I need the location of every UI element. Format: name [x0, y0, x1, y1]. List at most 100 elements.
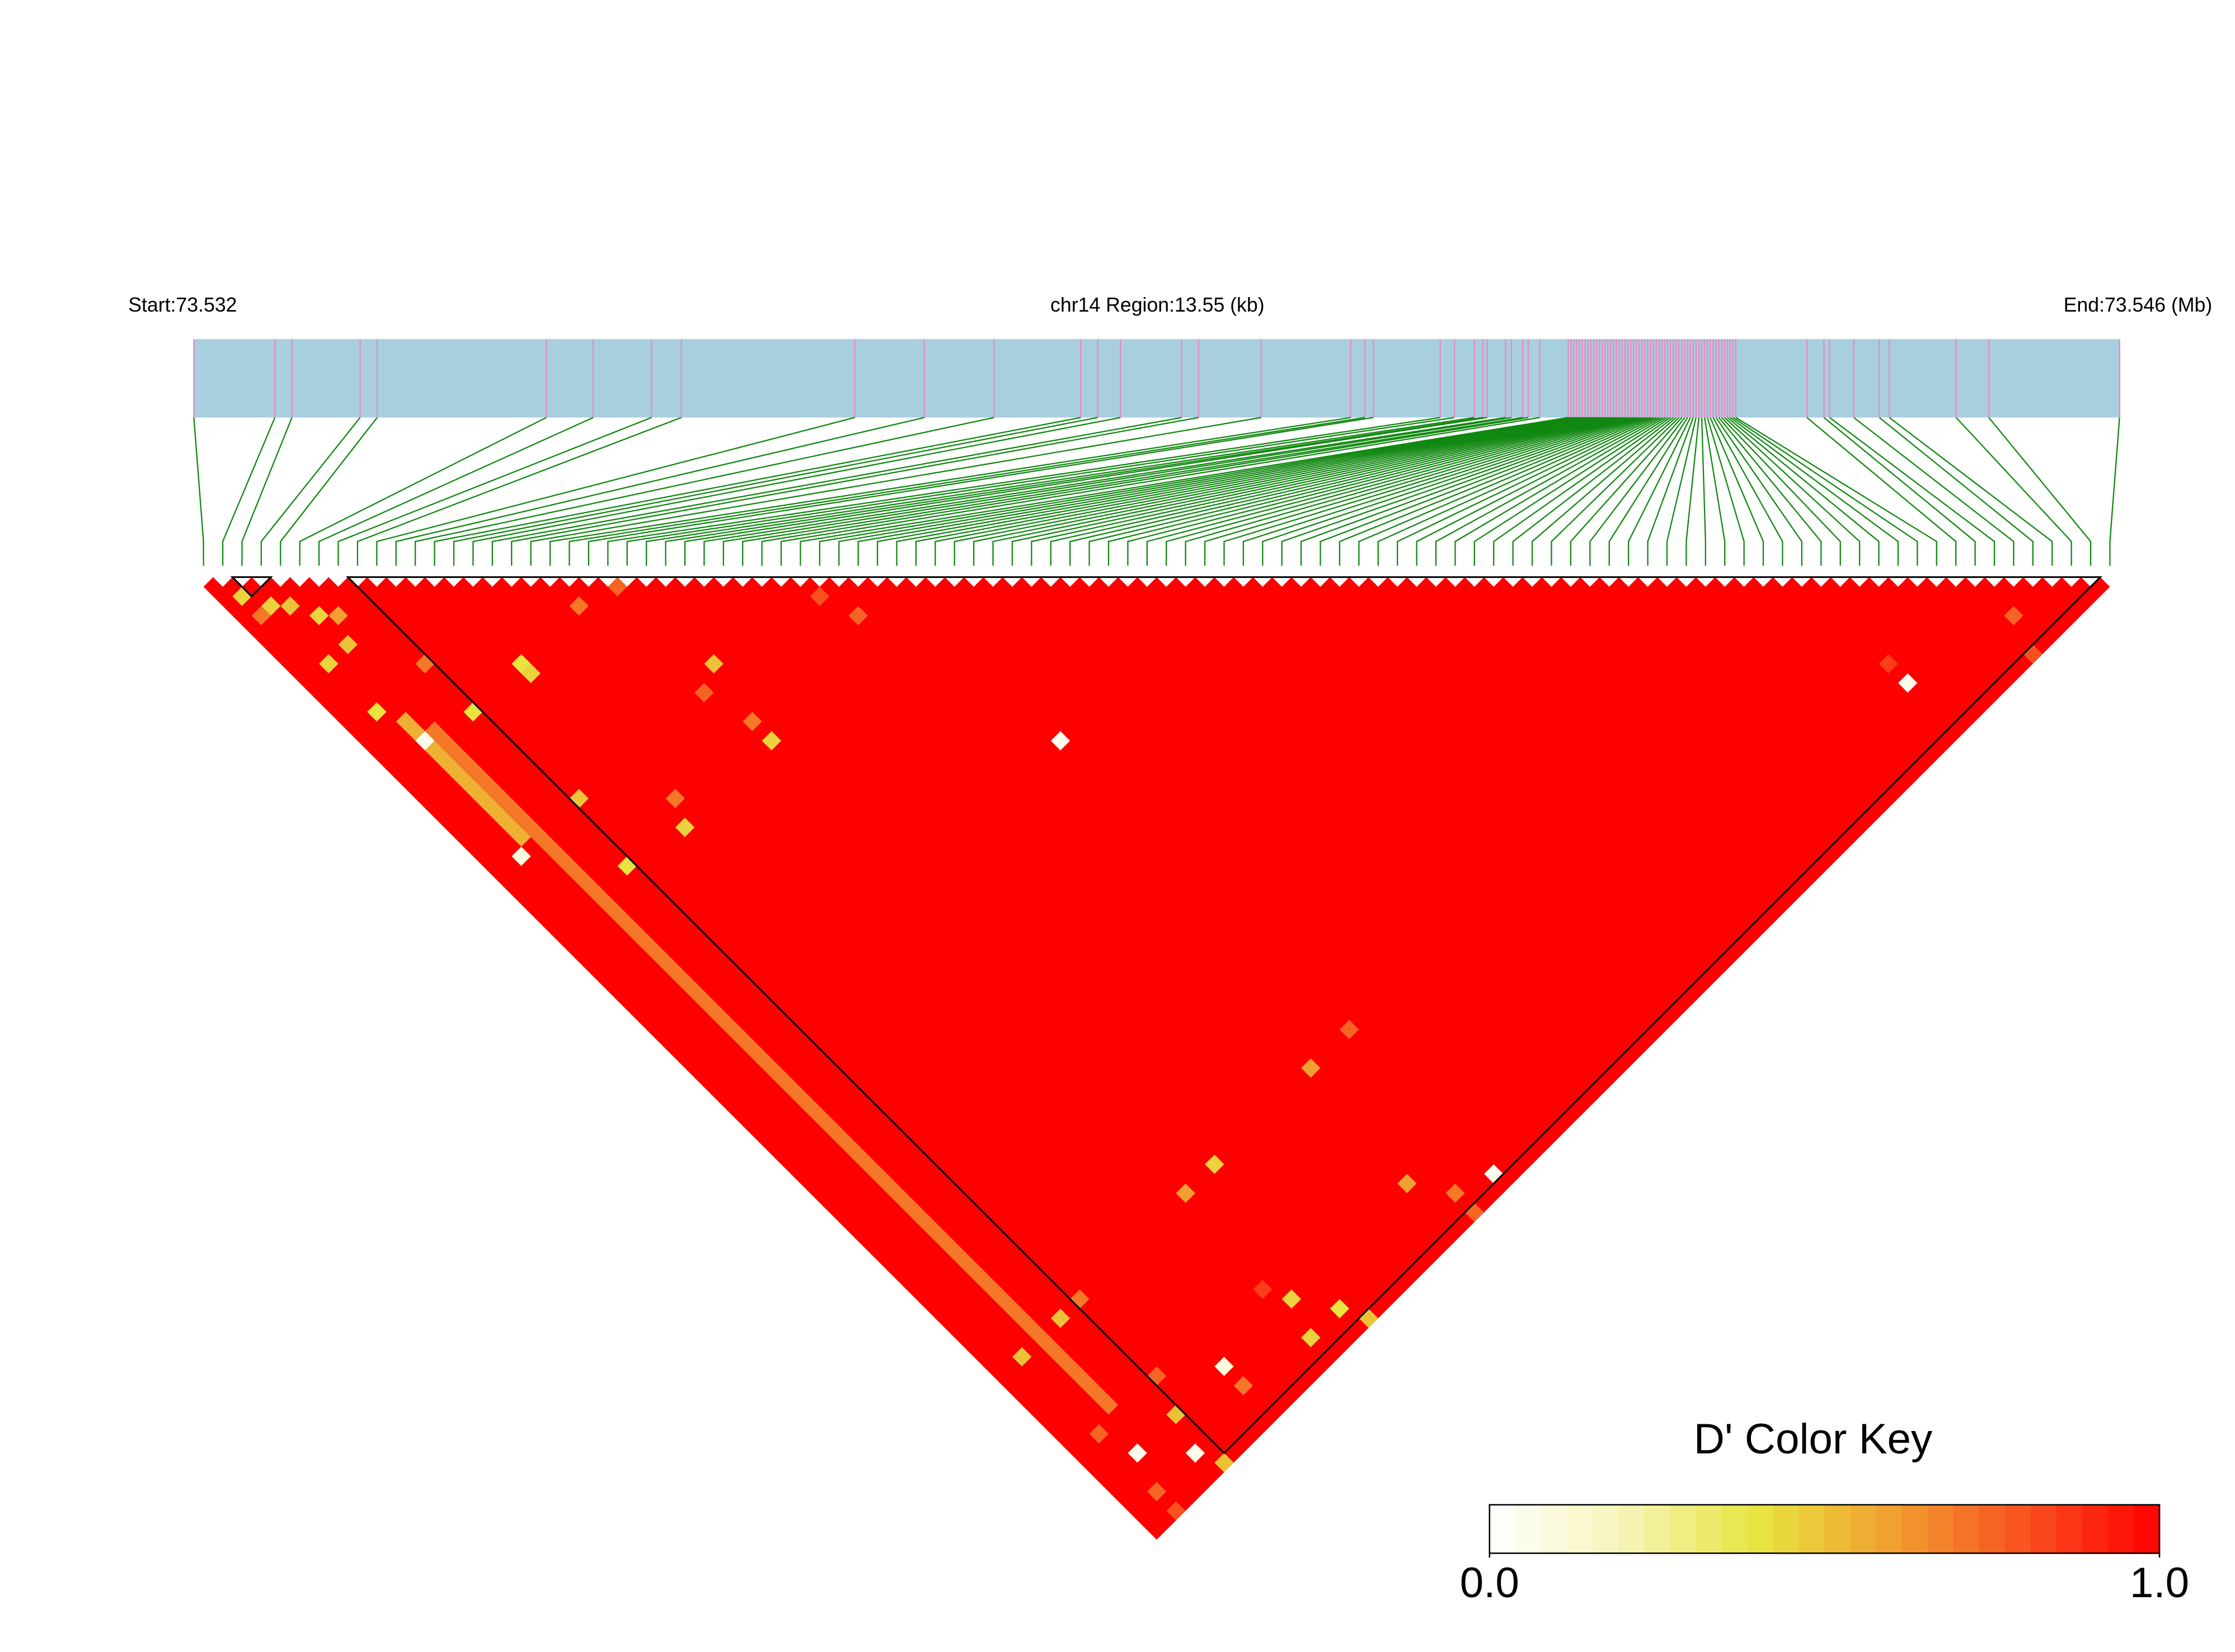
- color-key-swatch: [1670, 1504, 1697, 1554]
- snp-link: [1146, 417, 1620, 566]
- snp-link: [761, 417, 1529, 566]
- ld-cell: [1012, 1309, 1032, 1328]
- color-key-swatch: [2107, 1504, 2135, 1554]
- ld-cell: [945, 1241, 964, 1261]
- snp-link: [1724, 417, 1861, 566]
- snp-link: [1570, 417, 1683, 566]
- ld-cell: [839, 1135, 858, 1155]
- snp-link: [838, 417, 1574, 566]
- ld-cell: [511, 827, 531, 847]
- end-label: End:73.546 (Mb): [2064, 294, 2213, 316]
- color-key-swatch: [1515, 1504, 1542, 1554]
- snp-link: [954, 417, 1591, 566]
- color-key-swatch: [1799, 1504, 1825, 1554]
- ld-cell: [1147, 1482, 1167, 1502]
- color-key-swatch: [2082, 1504, 2109, 1554]
- color-key-swatch: [1901, 1504, 1928, 1554]
- snp-link: [1031, 417, 1603, 566]
- snp-link: [876, 417, 1580, 566]
- snp-link: [588, 417, 1374, 566]
- snp-link: [1011, 417, 1600, 566]
- snp-link: [742, 417, 1523, 566]
- snp-link: [1493, 417, 1671, 566]
- color-key-swatch: [1592, 1504, 1619, 1554]
- ld-cell: [1185, 1443, 1205, 1463]
- snp-link: [1435, 417, 1663, 566]
- snp-link: [1666, 417, 1697, 566]
- snp-link: [992, 417, 1597, 566]
- ld-cell: [636, 933, 656, 953]
- snp-link: [626, 417, 1455, 566]
- snp-link: [1806, 417, 1957, 566]
- ld-cell: [1281, 1289, 1302, 1309]
- ld-cell: [848, 606, 868, 625]
- ld-cell: [319, 654, 339, 674]
- color-key-swatch: [1773, 1504, 1800, 1554]
- color-key-swatch: [2133, 1504, 2161, 1554]
- snp-link: [722, 417, 1511, 566]
- snp-link: [780, 417, 1540, 566]
- ld-cell: [1301, 1058, 1321, 1078]
- ld-cell: [743, 712, 762, 731]
- ld-cell: [1002, 1299, 1022, 1319]
- snp-link: [1320, 417, 1645, 566]
- snp-link: [1069, 417, 1608, 566]
- ld-cell: [704, 654, 724, 674]
- ld-cell: [646, 943, 666, 962]
- start-label: Start:73.532: [128, 294, 237, 316]
- ld-cell: [954, 1251, 974, 1270]
- snp-link: [1685, 417, 1700, 566]
- color-key-swatch: [1644, 1504, 1671, 1554]
- snp-link: [645, 417, 1475, 566]
- ld-cell: [1205, 1155, 1224, 1174]
- color-key-swatch: [1824, 1504, 1851, 1554]
- ld-cell: [309, 606, 329, 625]
- snp-link: [569, 417, 1365, 566]
- ld-cell: [1022, 1318, 1041, 1338]
- ld-cell: [280, 596, 300, 616]
- snp-link: [1732, 417, 1918, 566]
- snp-link: [1551, 417, 1680, 566]
- ld-cell: [1070, 1366, 1090, 1386]
- snp-link: [280, 417, 378, 566]
- snp-link: [434, 417, 1081, 566]
- snp-link: [1166, 417, 1623, 566]
- snp-link: [800, 417, 1569, 566]
- snp-link: [1710, 417, 1764, 566]
- snp-link: [1608, 417, 1688, 566]
- ld-cell: [569, 596, 589, 616]
- snp-link: [491, 417, 1182, 566]
- snp-link: [1889, 417, 2053, 566]
- ld-cell: [521, 663, 541, 683]
- color-key-swatch: [1953, 1504, 1980, 1554]
- ld-cell: [694, 683, 714, 703]
- snp-link: [1262, 417, 1637, 566]
- ld-cell: [887, 1183, 907, 1203]
- color-key-swatch: [1876, 1504, 1903, 1554]
- snp-link: [530, 417, 1261, 566]
- snp-link: [1879, 417, 2034, 566]
- region-label: chr14 Region:13.55 (kb): [1050, 294, 1265, 316]
- snp-link: [684, 417, 1487, 566]
- snp-link: [549, 417, 1351, 566]
- ld-cell: [1330, 1299, 1350, 1319]
- snp-link: [1853, 417, 2015, 566]
- ld-cell: [723, 1020, 743, 1039]
- color-key-swatch: [1721, 1504, 1748, 1554]
- color-key-frame: [1489, 1504, 2161, 1554]
- snp-link: [193, 417, 204, 566]
- snp-link: [453, 417, 1098, 566]
- color-key-swatch: [2004, 1504, 2032, 1554]
- snp-link: [665, 417, 1483, 566]
- color-key-swatch: [1618, 1504, 1645, 1554]
- snp-link: [222, 417, 276, 566]
- ld-cell: [396, 712, 416, 731]
- snp-link: [915, 417, 1585, 566]
- snp-link: [1718, 417, 1822, 566]
- ld-cell: [511, 846, 531, 866]
- snp-link: [337, 417, 652, 566]
- snp-link: [1727, 417, 1880, 566]
- color-key-swatch: [1489, 1504, 1516, 1554]
- snp-link: [857, 417, 1577, 566]
